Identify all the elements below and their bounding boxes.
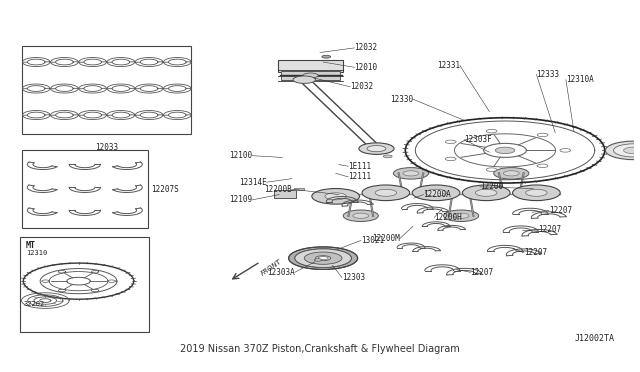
Ellipse shape	[444, 210, 479, 221]
Ellipse shape	[312, 189, 360, 204]
Text: 12200M: 12200M	[372, 234, 399, 243]
Ellipse shape	[504, 171, 519, 176]
Ellipse shape	[453, 213, 469, 218]
Text: 12200B: 12200B	[264, 185, 292, 194]
Text: 12032: 12032	[355, 44, 378, 52]
Text: 12331: 12331	[436, 61, 460, 70]
Ellipse shape	[537, 164, 548, 167]
Ellipse shape	[486, 129, 497, 133]
Ellipse shape	[513, 185, 560, 201]
Ellipse shape	[383, 155, 392, 158]
Ellipse shape	[293, 76, 316, 83]
Text: 12207: 12207	[470, 268, 493, 277]
Bar	[22, 46, 191, 134]
Ellipse shape	[303, 73, 318, 78]
Ellipse shape	[614, 144, 640, 157]
Text: 12032: 12032	[350, 82, 373, 91]
Ellipse shape	[486, 168, 497, 171]
Bar	[20, 237, 148, 333]
Text: 12333: 12333	[536, 70, 559, 79]
Bar	[22, 150, 148, 228]
Ellipse shape	[289, 247, 358, 269]
Ellipse shape	[325, 193, 346, 200]
Text: 12111: 12111	[348, 172, 371, 182]
Text: FRONT: FRONT	[260, 259, 284, 277]
Ellipse shape	[314, 259, 322, 261]
Text: MT: MT	[25, 241, 35, 250]
Text: 12200A: 12200A	[424, 190, 451, 199]
Text: J12002TA: J12002TA	[575, 334, 615, 343]
Ellipse shape	[412, 185, 460, 201]
Text: 12207S: 12207S	[150, 185, 179, 194]
Ellipse shape	[476, 189, 497, 196]
Text: 13021: 13021	[361, 236, 384, 245]
Bar	[294, 188, 304, 190]
Ellipse shape	[462, 185, 510, 201]
Text: 12310A: 12310A	[566, 75, 594, 84]
Ellipse shape	[525, 189, 547, 196]
Text: 32202: 32202	[23, 301, 45, 307]
Ellipse shape	[362, 185, 410, 201]
Ellipse shape	[305, 252, 342, 264]
Ellipse shape	[426, 189, 447, 196]
Ellipse shape	[493, 168, 529, 179]
Bar	[281, 71, 340, 80]
Text: 12303A: 12303A	[267, 268, 295, 277]
Text: 12330: 12330	[390, 94, 413, 104]
Text: 12303F: 12303F	[464, 135, 492, 144]
Ellipse shape	[343, 210, 378, 221]
Text: 12010: 12010	[355, 63, 378, 72]
Text: 12314E: 12314E	[239, 178, 267, 187]
Text: 1E111: 1E111	[348, 162, 371, 171]
Ellipse shape	[322, 55, 331, 58]
Ellipse shape	[367, 145, 386, 152]
Ellipse shape	[403, 171, 419, 176]
Ellipse shape	[316, 256, 331, 261]
Ellipse shape	[605, 141, 640, 160]
Text: 12200H: 12200H	[434, 213, 462, 222]
Text: 12109: 12109	[229, 195, 252, 204]
Ellipse shape	[295, 249, 351, 267]
Ellipse shape	[537, 133, 548, 137]
Text: 12207: 12207	[538, 225, 561, 234]
Bar	[278, 60, 343, 72]
Text: 2019 Nissan 370Z Piston,Crankshaft & Flywheel Diagram: 2019 Nissan 370Z Piston,Crankshaft & Fly…	[180, 344, 460, 353]
Text: 12033: 12033	[95, 143, 118, 152]
Ellipse shape	[445, 157, 456, 161]
Ellipse shape	[375, 189, 397, 196]
Ellipse shape	[353, 213, 369, 218]
Text: 12207: 12207	[524, 248, 547, 257]
Text: 12207: 12207	[549, 206, 572, 215]
Text: 12303: 12303	[342, 273, 365, 282]
Ellipse shape	[359, 143, 394, 154]
Bar	[274, 190, 296, 198]
Ellipse shape	[623, 147, 640, 154]
Ellipse shape	[560, 149, 571, 152]
Text: 12310: 12310	[26, 250, 48, 256]
Text: 12100: 12100	[229, 151, 252, 160]
Ellipse shape	[318, 257, 328, 260]
Ellipse shape	[394, 168, 429, 179]
Ellipse shape	[495, 147, 515, 154]
Ellipse shape	[445, 140, 456, 144]
Text: 12200: 12200	[480, 182, 503, 191]
